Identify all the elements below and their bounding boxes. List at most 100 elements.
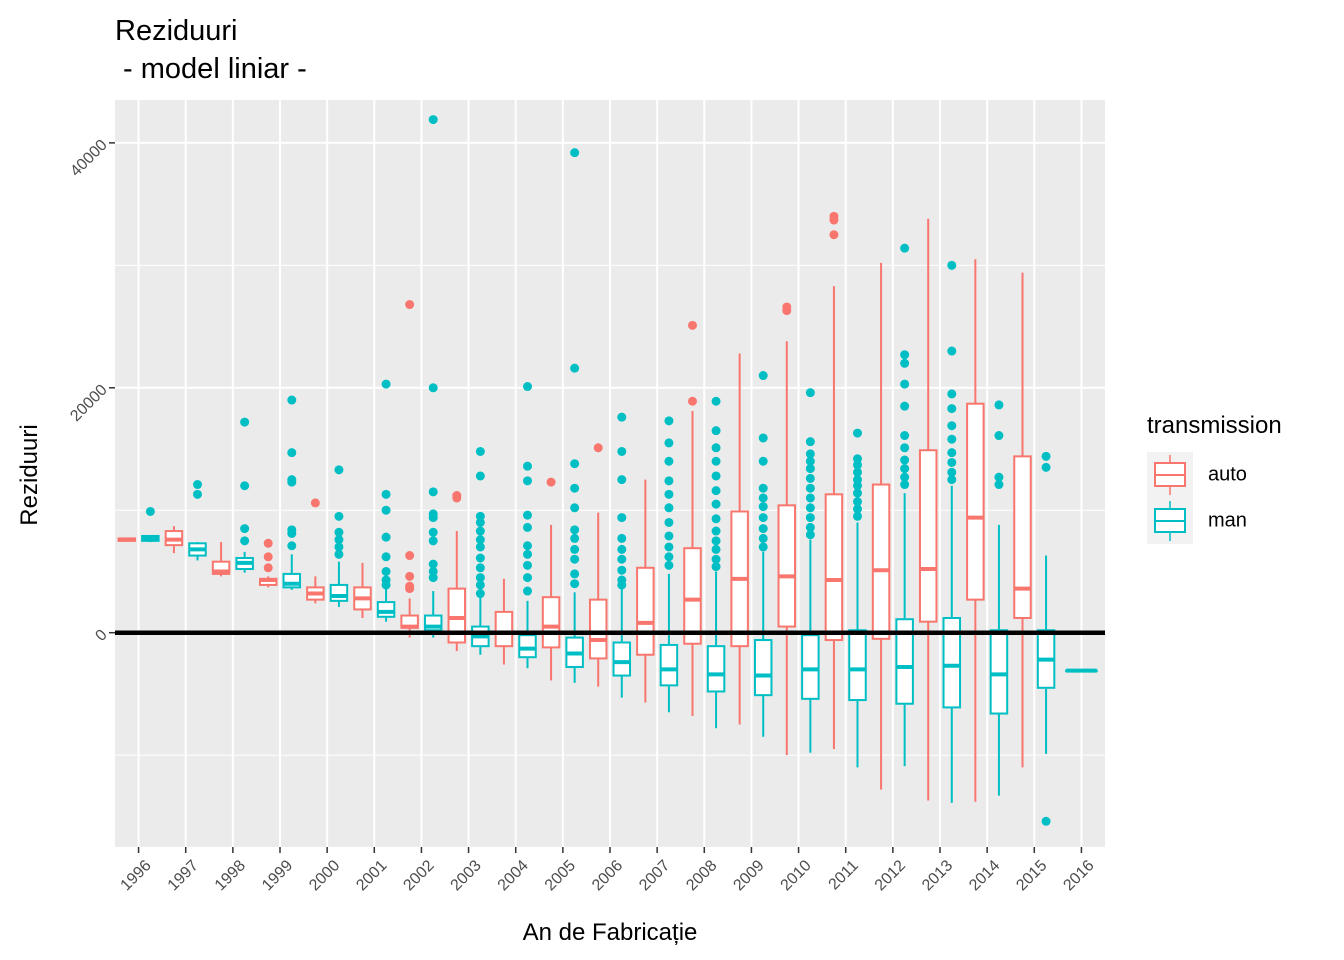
- y-tick-label: 20000: [67, 382, 111, 426]
- outlier-point: [334, 542, 344, 552]
- outlier-point: [758, 483, 768, 493]
- outlier-point: [758, 513, 768, 523]
- box: [612, 641, 632, 677]
- x-tick-label: 1996: [118, 857, 155, 894]
- outlier-point: [381, 379, 391, 389]
- outlier-point: [263, 538, 273, 548]
- boxplot-auto-1996: [117, 537, 137, 542]
- outlier-point: [381, 580, 391, 590]
- outlier-point: [405, 551, 415, 561]
- outlier-point: [947, 421, 957, 431]
- boxplot-man-2013: [942, 260, 962, 803]
- outlier-point: [617, 544, 627, 554]
- box: [824, 493, 844, 642]
- y-axis-title: Reziduuri: [16, 424, 43, 525]
- outlier-point: [334, 511, 344, 521]
- outlier-point: [994, 431, 1004, 441]
- outlier-point: [664, 456, 674, 466]
- outlier-point: [1041, 462, 1051, 472]
- box: [706, 645, 726, 693]
- x-tick-label: 2002: [400, 857, 437, 894]
- outlier-point: [947, 434, 957, 444]
- boxplot-man-2007: [659, 416, 679, 713]
- outlier-point: [523, 382, 532, 392]
- outlier-point: [758, 456, 768, 466]
- box: [801, 634, 820, 700]
- outlier-point: [334, 465, 344, 475]
- outlier-point: [381, 489, 391, 499]
- outlier-point: [805, 456, 815, 466]
- boxplot-man-2014: [989, 400, 1009, 796]
- boxplot-man-1996: [141, 506, 160, 543]
- x-tick-label: 2009: [730, 857, 767, 894]
- outlier-point: [664, 476, 674, 486]
- outlier-point: [688, 320, 697, 330]
- box: [1013, 455, 1032, 620]
- outlier-point: [758, 371, 768, 381]
- outlier-point: [900, 464, 910, 474]
- outlier-point: [570, 363, 580, 373]
- outlier-point: [523, 586, 532, 596]
- x-tick-label: 1998: [212, 857, 249, 894]
- outlier-point: [475, 553, 485, 563]
- x-tick-label: 2013: [919, 857, 956, 894]
- outlier-point: [994, 472, 1004, 482]
- outlier-point: [711, 499, 721, 509]
- outlier-point: [900, 350, 910, 360]
- outlier-point: [805, 503, 815, 513]
- outlier-point: [523, 549, 532, 559]
- outlier-point: [853, 497, 862, 507]
- outlier-point: [711, 396, 721, 406]
- outlier-point: [900, 480, 910, 490]
- outlier-point: [145, 506, 155, 516]
- outlier-point: [428, 573, 438, 583]
- box: [989, 629, 1009, 715]
- outlier-point: [523, 522, 532, 532]
- boxplot-man-2011: [848, 428, 867, 768]
- outlier-point: [994, 400, 1004, 410]
- outlier-point: [853, 511, 862, 521]
- outlier-point: [900, 358, 910, 368]
- outlier-point: [475, 446, 485, 456]
- legend-label: auto: [1208, 463, 1247, 485]
- box: [895, 618, 914, 705]
- box: [376, 601, 396, 618]
- outlier-point: [475, 589, 485, 599]
- outlier-point: [805, 437, 815, 447]
- box: [329, 583, 349, 602]
- outlier-point: [570, 554, 580, 564]
- boxplot-auto-2015: [1013, 272, 1032, 768]
- outlier-point: [617, 565, 627, 575]
- outlier-point: [829, 215, 839, 225]
- x-tick-label: 2008: [683, 857, 720, 894]
- box: [683, 547, 702, 645]
- outlier-point: [947, 346, 957, 356]
- outlier-point: [240, 417, 250, 427]
- outlier-point: [758, 493, 768, 503]
- outlier-point: [900, 431, 910, 441]
- outlier-point: [405, 571, 415, 581]
- outlier-point: [711, 526, 721, 536]
- boxplot-man-2016: [1065, 668, 1098, 673]
- outlier-point: [1041, 816, 1051, 826]
- box: [777, 504, 797, 628]
- outlier-point: [805, 530, 815, 540]
- outlier-point: [711, 486, 721, 496]
- outlier-point: [334, 535, 344, 545]
- box: [966, 402, 985, 601]
- legend: transmission auto man: [1147, 412, 1282, 544]
- outlier-point: [523, 476, 532, 486]
- outlier-point: [782, 306, 792, 316]
- outlier-point: [805, 449, 815, 459]
- boxplot-auto-2009: [730, 353, 749, 725]
- outlier-point: [428, 383, 438, 393]
- outlier-point: [711, 544, 721, 554]
- x-tick-label: 2000: [306, 857, 343, 894]
- boxplot-man-2009: [753, 371, 773, 737]
- boxplots: [117, 115, 1098, 826]
- boxplot-man-2015: [1036, 451, 1056, 826]
- outlier-point: [617, 533, 627, 543]
- outlier-point: [758, 524, 768, 534]
- box: [636, 566, 655, 656]
- outlier-point: [428, 487, 438, 497]
